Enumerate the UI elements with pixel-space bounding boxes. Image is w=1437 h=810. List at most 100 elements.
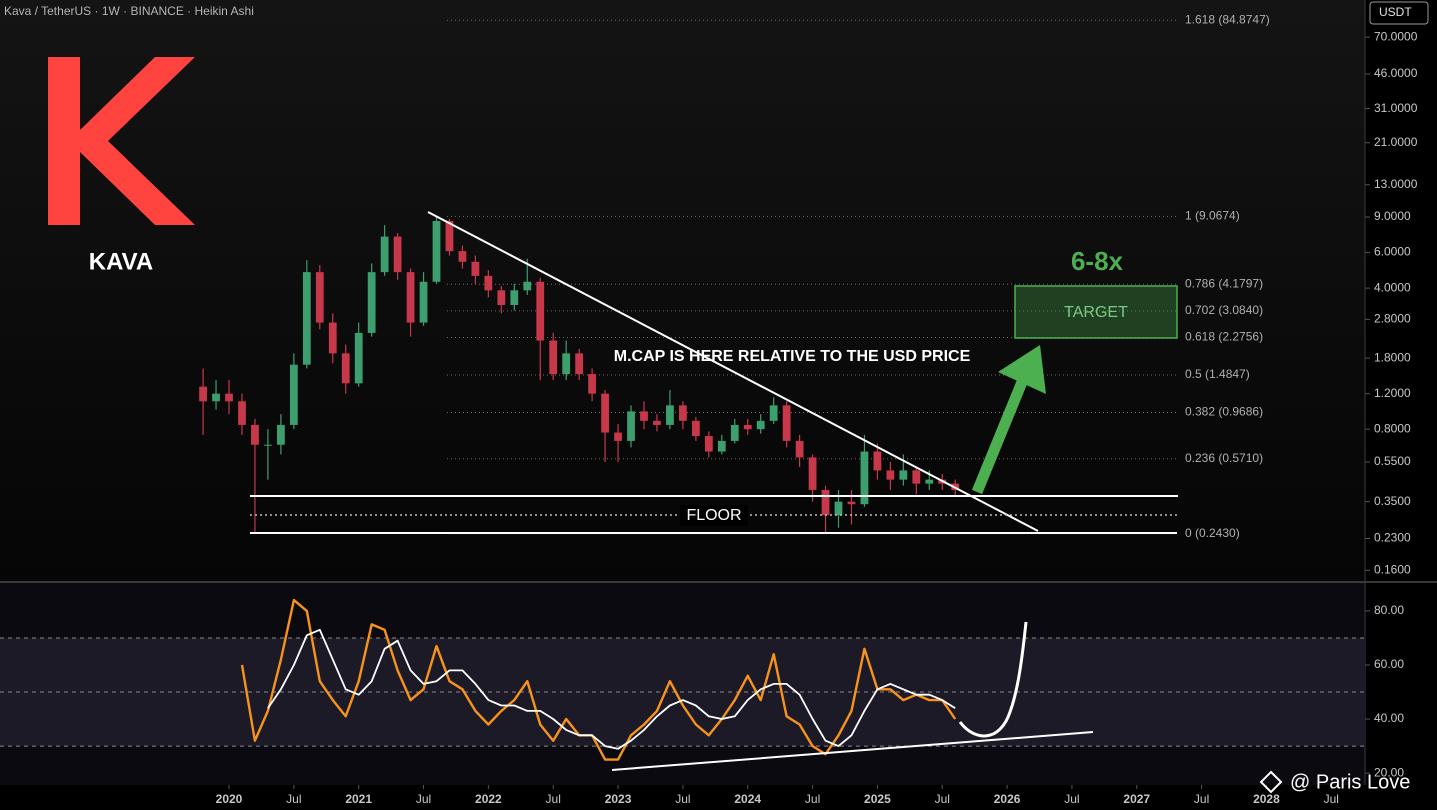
candle-body bbox=[691, 420, 700, 437]
x-tick-label: 2025 bbox=[864, 792, 891, 806]
price-pane bbox=[0, 0, 1365, 582]
candle-body bbox=[575, 353, 584, 375]
candle-body bbox=[912, 470, 921, 484]
y-tick-label: 0.3500 bbox=[1374, 494, 1411, 508]
candle-body bbox=[925, 479, 934, 484]
x-tick-label: Jul bbox=[546, 792, 561, 806]
currency-label: USDT bbox=[1379, 5, 1412, 19]
candle-body bbox=[354, 332, 363, 384]
candle-body bbox=[614, 432, 622, 441]
candle-body bbox=[264, 444, 272, 446]
fib-label: 0.786 (4.1797) bbox=[1185, 276, 1263, 290]
y-tick-label: 40.00 bbox=[1374, 711, 1404, 725]
y-tick-label: 70.0000 bbox=[1374, 29, 1418, 43]
candle-body bbox=[315, 272, 324, 323]
symbol-header: Kava / TetherUS · 1W · BINANCE · Heikin … bbox=[4, 4, 254, 18]
y-tick-label: 20.00 bbox=[1374, 765, 1404, 779]
fib-label: 0.702 (3.0840) bbox=[1185, 303, 1263, 317]
candle-body bbox=[795, 440, 804, 458]
candle-body bbox=[782, 405, 791, 441]
candle-body bbox=[549, 340, 558, 375]
candle-body bbox=[225, 393, 233, 402]
y-tick-label: 0.2300 bbox=[1374, 531, 1411, 545]
indicator-line bbox=[240, 598, 957, 761]
watermark-icon bbox=[1259, 770, 1283, 794]
candle-body bbox=[847, 501, 856, 505]
y-tick-label: 2.8000 bbox=[1374, 312, 1411, 326]
candle-body bbox=[821, 489, 830, 516]
fib-label: 0.236 (0.5710) bbox=[1185, 451, 1263, 465]
candle-body bbox=[328, 322, 337, 354]
fib-label: 0 (0.2430) bbox=[1185, 526, 1240, 540]
x-tick-label: 2027 bbox=[1123, 792, 1150, 806]
candle-body bbox=[717, 440, 726, 452]
y-tick-label: 1.2000 bbox=[1374, 386, 1411, 400]
floor-label-bg bbox=[680, 505, 748, 526]
candle-body bbox=[458, 251, 467, 262]
candle-body bbox=[666, 405, 674, 425]
watermark: @ Paris Love bbox=[1259, 770, 1410, 794]
candle-body bbox=[276, 424, 285, 445]
candle-body bbox=[769, 405, 778, 421]
candle-body bbox=[406, 272, 415, 323]
candle-body bbox=[873, 451, 882, 471]
candle-body bbox=[419, 281, 428, 323]
candle-body bbox=[601, 393, 609, 433]
fib-label: 0.382 (0.9686) bbox=[1185, 405, 1263, 419]
y-tick-label: 0.8000 bbox=[1374, 421, 1411, 435]
y-tick-label: 13.0000 bbox=[1374, 177, 1418, 191]
arrow-head bbox=[998, 345, 1046, 394]
x-tick-label: Jul bbox=[675, 792, 690, 806]
target-box bbox=[1014, 285, 1178, 339]
x-tick-label: Jul bbox=[805, 792, 820, 806]
candle-body bbox=[730, 424, 739, 441]
candle-body bbox=[834, 501, 843, 516]
logo-mark bbox=[48, 57, 195, 225]
y-tick-label: 0.5500 bbox=[1374, 454, 1411, 468]
candle-body bbox=[212, 393, 220, 402]
candle-body bbox=[510, 290, 519, 305]
logo-text: KAVA bbox=[89, 248, 153, 275]
candle-body bbox=[484, 275, 493, 291]
x-tick-label: Jul bbox=[416, 792, 431, 806]
candle-body bbox=[808, 457, 817, 490]
candle-body bbox=[523, 281, 532, 291]
floor-label: FLOOR bbox=[686, 507, 741, 524]
candle-body bbox=[704, 436, 713, 452]
candle-body bbox=[393, 236, 402, 273]
candle-body bbox=[497, 290, 506, 305]
y-tick-label: 46.0000 bbox=[1374, 66, 1418, 80]
x-tick-label: 2026 bbox=[994, 792, 1021, 806]
candle-body bbox=[743, 424, 752, 430]
multiple-label: 6-8x bbox=[1071, 246, 1124, 276]
candle-body bbox=[302, 272, 311, 365]
fib-label: 1 (9.0674) bbox=[1185, 209, 1240, 223]
arrow-shaft bbox=[971, 379, 1028, 495]
watermark-text: @ Paris Love bbox=[1290, 771, 1410, 793]
indicator-trendline bbox=[611, 731, 1094, 771]
candle-body bbox=[238, 401, 246, 425]
fib-label: 1.618 (84.8747) bbox=[1185, 12, 1270, 26]
y-tick-label: 21.0000 bbox=[1374, 135, 1418, 149]
y-tick-label: 4.0000 bbox=[1374, 280, 1411, 294]
x-tick-label: 2022 bbox=[475, 792, 502, 806]
y-tick-label: 0.1600 bbox=[1374, 562, 1411, 576]
candle-body bbox=[199, 386, 207, 402]
candle-body bbox=[367, 272, 376, 333]
indicator-line bbox=[267, 628, 956, 750]
y-tick-label: 31.0000 bbox=[1374, 101, 1418, 115]
x-tick-label: 2023 bbox=[605, 792, 632, 806]
candle-body bbox=[445, 221, 454, 252]
y-tick-label: 9.0000 bbox=[1374, 209, 1411, 223]
candle-body bbox=[562, 353, 571, 375]
candle-body bbox=[627, 411, 635, 441]
candle-body bbox=[860, 451, 869, 505]
fib-label: 0.5 (1.4847) bbox=[1185, 367, 1250, 381]
time-axis bbox=[0, 785, 1437, 810]
candle-body bbox=[471, 261, 480, 276]
candle-body bbox=[289, 364, 298, 425]
x-tick-label: 2028 bbox=[1253, 792, 1280, 806]
candle-body bbox=[432, 221, 441, 282]
